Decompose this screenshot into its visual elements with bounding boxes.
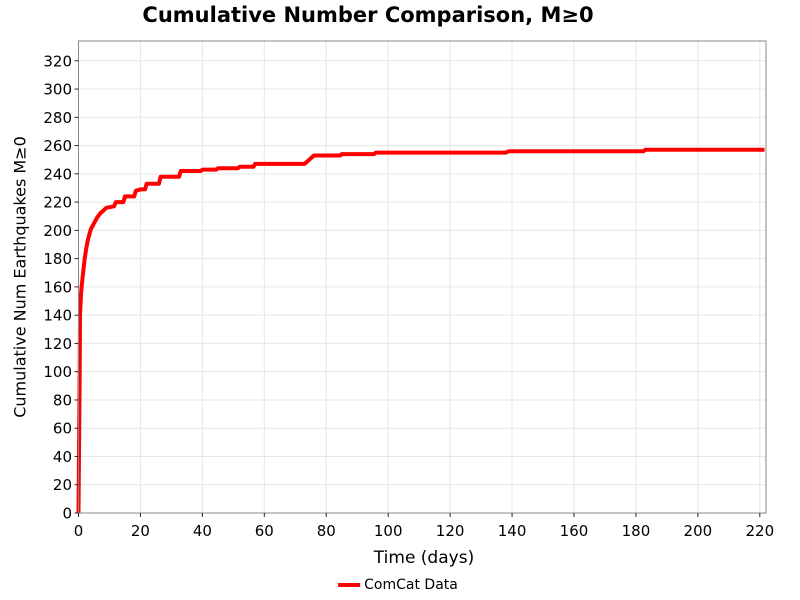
svg-text:60: 60 — [53, 420, 72, 438]
svg-text:140: 140 — [498, 522, 527, 540]
svg-text:80: 80 — [53, 391, 72, 409]
svg-text:60: 60 — [255, 522, 274, 540]
svg-text:120: 120 — [436, 522, 465, 540]
svg-text:20: 20 — [131, 522, 150, 540]
gridlines — [78, 41, 766, 513]
svg-text:40: 40 — [193, 522, 212, 540]
svg-text:140: 140 — [43, 307, 72, 325]
svg-text:40: 40 — [53, 448, 72, 466]
svg-text:160: 160 — [560, 522, 589, 540]
y-tick-labels: 0 20 40 60 80 100 120 140 160 180 200 220 240 260 280 3… — [43, 52, 72, 522]
svg-text:280: 280 — [43, 109, 72, 127]
svg-text:20: 20 — [53, 476, 72, 494]
svg-text:240: 240 — [43, 165, 72, 183]
plot-frame — [78, 40, 767, 514]
svg-text:200: 200 — [684, 522, 713, 540]
legend: ComCat Data — [338, 577, 458, 593]
tick-marks — [74, 60, 761, 517]
svg-text:120: 120 — [43, 335, 72, 353]
svg-text:0: 0 — [74, 522, 84, 540]
svg-text:180: 180 — [43, 250, 72, 268]
svg-text:160: 160 — [43, 278, 72, 296]
svg-text:260: 260 — [43, 137, 72, 155]
y-axis-label: Cumulative Num Earthquakes M≥0 — [10, 136, 30, 418]
svg-text:200: 200 — [43, 222, 72, 240]
svg-text:180: 180 — [622, 522, 651, 540]
svg-text:220: 220 — [43, 194, 72, 212]
svg-text:80: 80 — [317, 522, 336, 540]
svg-text:100: 100 — [43, 363, 72, 381]
svg-text:220: 220 — [745, 522, 774, 540]
svg-text:100: 100 — [374, 522, 403, 540]
svg-text:0: 0 — [62, 505, 72, 523]
data-curve — [76, 147, 765, 514]
svg-text:320: 320 — [43, 52, 72, 70]
legend-line-icon — [338, 583, 361, 587]
x-tick-labels: 0 20 40 60 80 100 120 140 160 180 200 220 — [74, 522, 774, 540]
svg-text:300: 300 — [43, 81, 72, 99]
chart-title: Cumulative Number Comparison, M≥0 — [142, 3, 594, 27]
legend-label: ComCat Data — [364, 577, 458, 593]
x-axis-label: Time (days) — [373, 548, 475, 568]
